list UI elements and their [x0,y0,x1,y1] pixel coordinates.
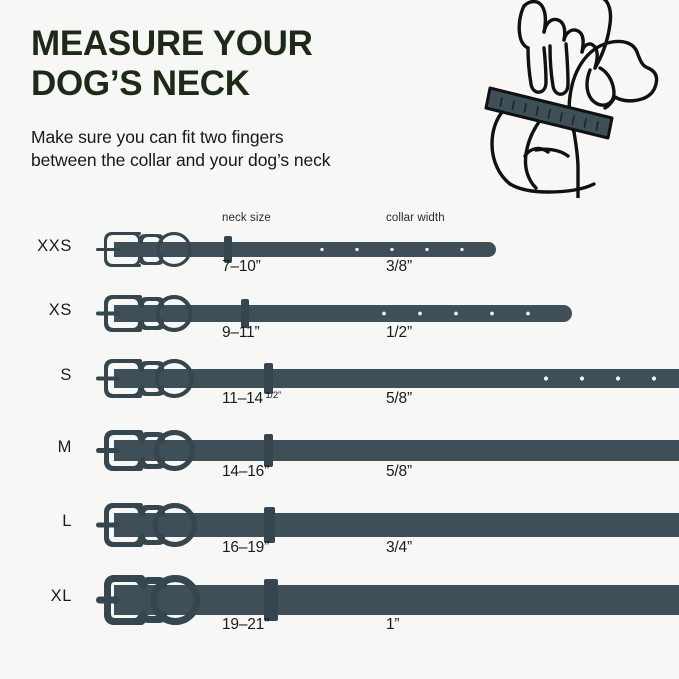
neck-size-value: 19–21” [222,616,269,634]
strap-hole [526,311,530,316]
size-label: M [57,438,72,456]
neck-size-fraction: 1/2” [262,390,281,401]
strap-slider [224,236,232,263]
header-block: MEASURE YOUR DOG’S NECK Make sure you ca… [31,24,461,172]
strap-hole [460,247,464,252]
neck-size-value: 14–16” [222,463,269,481]
collar-width-value: 5/8” [386,463,412,480]
strap-hole [425,247,429,252]
collar-illustration [96,352,679,410]
collar-illustration [96,568,679,637]
strap-hole [418,311,422,316]
collar-width-value: 3/8” [386,258,412,275]
neck-size-range: 14–16” [222,463,270,480]
collar-strap [114,440,679,461]
neck-size-range: 19–21” [222,616,270,633]
size-label: S [60,366,72,384]
strap-slider [264,579,278,621]
collar-width-value: 5/8” [386,390,412,407]
column-header-collar-width: collar width [386,212,445,224]
neck-size-value: 7–10” [222,258,261,276]
strap-hole [615,376,621,381]
collar-illustration [96,423,679,483]
neck-size-value: 11–14 1/2” [222,390,281,408]
collar-width-value: 1/2” [386,324,412,341]
strap-hole [579,376,585,381]
strap-hole [320,247,324,252]
strap-hole [543,376,549,381]
neck-size-range: 16–19” [222,539,270,556]
collar-width-value: 3/4” [386,539,412,556]
strap-hole [382,311,386,316]
collar-illustration [96,225,498,279]
column-header-neck-size: neck size [222,212,271,224]
strap-hole [490,311,494,316]
collar-illustration [96,496,679,559]
collar-strap [114,369,679,388]
size-label: XXS [37,237,72,255]
strap-hole [390,247,394,252]
page-subtitle: Make sure you can fit two fingers betwee… [31,126,331,171]
neck-size-range: 7–10” [222,258,261,275]
size-label: XL [50,587,72,605]
dog-measuring-tape-illustration [462,0,679,200]
strap-hole [355,247,359,252]
strap-hole [651,376,657,381]
strap-slider [241,299,249,328]
neck-size-range: 9–11” [222,324,260,341]
neck-size-value: 16–19” [222,539,269,557]
collar-strap [114,305,572,322]
neck-size-value: 9–11” [222,324,260,342]
neck-size-range: 11–14 [222,390,263,408]
collar-illustration [96,288,574,344]
strap-slider [264,434,273,467]
size-label: XS [48,301,72,319]
page-title: MEASURE YOUR DOG’S NECK [31,24,313,103]
collar-width-value: 1” [386,616,400,633]
buckle-prong [96,248,120,251]
size-label: L [62,512,72,530]
strap-hole [454,311,458,316]
strap-slider [264,363,273,394]
strap-slider [264,507,275,543]
